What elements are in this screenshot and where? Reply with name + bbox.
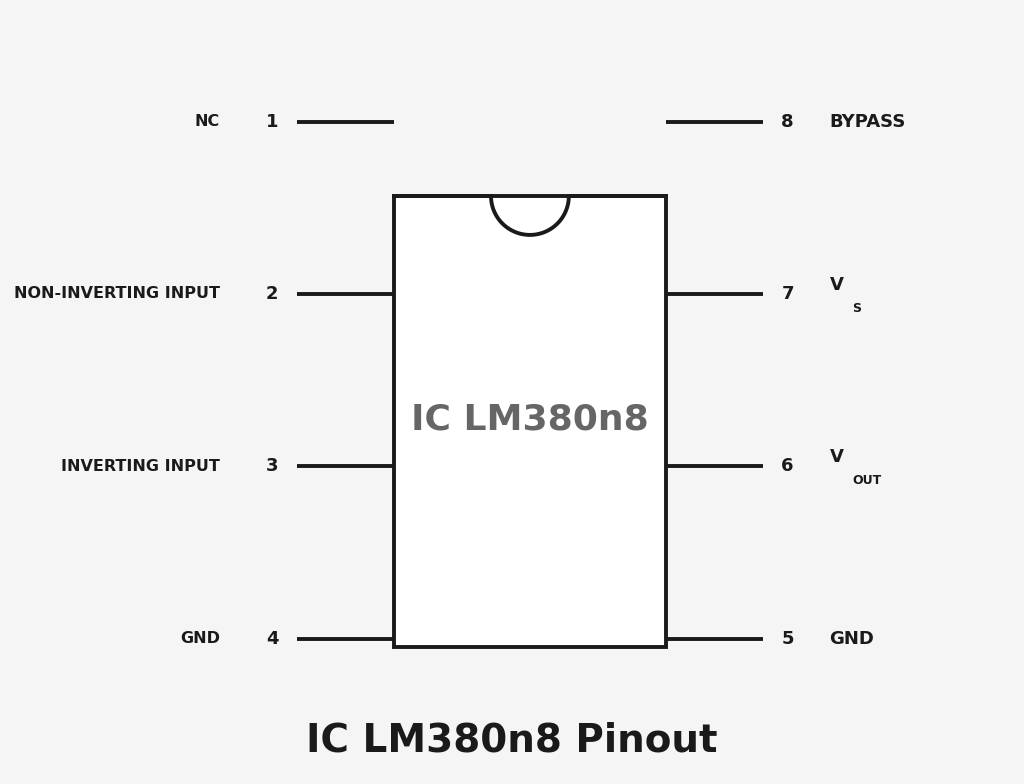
Text: 8: 8 — [781, 113, 794, 130]
Text: IC LM380n8 Pinout: IC LM380n8 Pinout — [306, 722, 718, 760]
Bar — [394, 196, 666, 647]
Text: NON-INVERTING INPUT: NON-INVERTING INPUT — [14, 286, 220, 302]
Text: 5: 5 — [781, 630, 794, 648]
Text: 7: 7 — [781, 285, 794, 303]
Text: 2: 2 — [266, 285, 279, 303]
Text: 6: 6 — [781, 458, 794, 475]
Text: IC LM380n8: IC LM380n8 — [411, 402, 648, 437]
Text: 4: 4 — [266, 630, 279, 648]
Text: V: V — [829, 448, 844, 466]
Text: GND: GND — [829, 630, 874, 648]
Text: OUT: OUT — [852, 474, 882, 487]
Text: GND: GND — [180, 631, 220, 647]
Text: V: V — [829, 276, 844, 293]
Text: BYPASS: BYPASS — [829, 113, 906, 130]
Text: NC: NC — [195, 114, 220, 129]
Text: S: S — [852, 302, 861, 314]
Text: 1: 1 — [266, 113, 279, 130]
Text: 3: 3 — [266, 458, 279, 475]
Text: INVERTING INPUT: INVERTING INPUT — [61, 459, 220, 474]
